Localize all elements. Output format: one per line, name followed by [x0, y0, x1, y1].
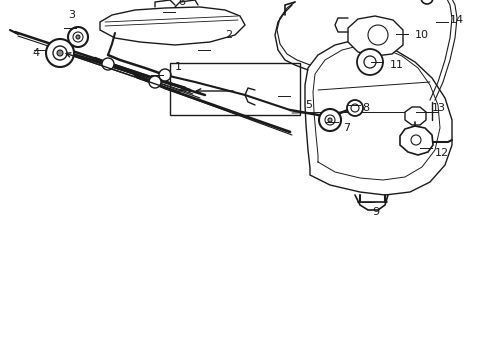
- Polygon shape: [405, 107, 426, 125]
- Circle shape: [53, 46, 67, 60]
- Circle shape: [159, 69, 171, 81]
- Text: 4: 4: [32, 48, 39, 58]
- Circle shape: [328, 118, 332, 122]
- Text: 14: 14: [450, 15, 464, 25]
- Text: 12: 12: [435, 148, 449, 158]
- Text: 2: 2: [225, 30, 232, 40]
- Text: 10: 10: [415, 30, 429, 40]
- Circle shape: [364, 56, 376, 68]
- Circle shape: [325, 115, 335, 125]
- Circle shape: [421, 0, 433, 4]
- Polygon shape: [400, 126, 433, 155]
- Text: 1: 1: [175, 62, 182, 72]
- Circle shape: [76, 35, 80, 39]
- Text: 5: 5: [305, 100, 312, 110]
- Polygon shape: [305, 40, 452, 195]
- Circle shape: [351, 104, 359, 112]
- Text: 13: 13: [432, 103, 446, 113]
- Text: 6: 6: [178, 0, 185, 7]
- Circle shape: [102, 58, 114, 70]
- Circle shape: [149, 76, 161, 88]
- Circle shape: [347, 100, 363, 116]
- Circle shape: [73, 32, 83, 42]
- Circle shape: [46, 39, 74, 67]
- Text: 11: 11: [390, 60, 404, 70]
- Circle shape: [57, 50, 63, 56]
- Text: 3: 3: [68, 10, 75, 20]
- Text: 9: 9: [372, 207, 379, 217]
- Text: 7: 7: [343, 123, 350, 133]
- Circle shape: [319, 109, 341, 131]
- Polygon shape: [348, 16, 403, 56]
- Circle shape: [357, 49, 383, 75]
- Polygon shape: [100, 7, 245, 45]
- Bar: [170, 63, 300, 115]
- Circle shape: [68, 27, 88, 47]
- Circle shape: [411, 135, 421, 145]
- Text: 8: 8: [362, 103, 369, 113]
- Circle shape: [368, 25, 388, 45]
